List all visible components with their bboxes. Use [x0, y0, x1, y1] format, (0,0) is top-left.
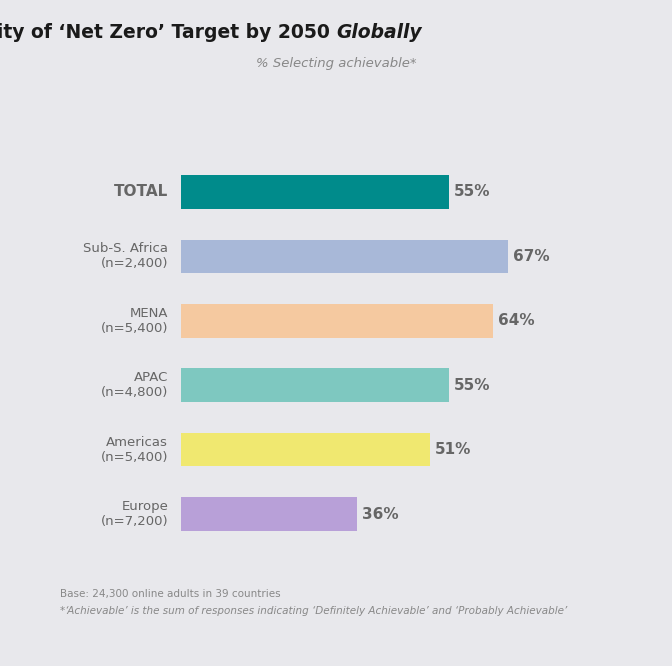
Text: 55%: 55%: [454, 184, 491, 199]
Text: Perceived Achievability of ‘Net Zero’ Target by 2050: Perceived Achievability of ‘Net Zero’ Ta…: [0, 23, 336, 43]
Text: 51%: 51%: [435, 442, 471, 457]
Bar: [181, 175, 450, 208]
Text: Globally: Globally: [336, 23, 421, 43]
Bar: [181, 498, 357, 531]
Bar: [181, 240, 508, 273]
Bar: [181, 368, 450, 402]
Text: Base: 24,300 online adults in 39 countries: Base: 24,300 online adults in 39 countri…: [60, 589, 281, 599]
Text: 55%: 55%: [454, 378, 491, 393]
Bar: [181, 304, 493, 338]
Text: 67%: 67%: [513, 249, 550, 264]
Text: % Selecting achievable*: % Selecting achievable*: [256, 57, 416, 70]
Bar: [181, 433, 430, 466]
Text: 64%: 64%: [498, 313, 535, 328]
Text: *‘Achievable’ is the sum of responses indicating ‘Definitely Achievable’ and ‘Pr: *‘Achievable’ is the sum of responses in…: [60, 606, 568, 616]
Text: 36%: 36%: [362, 507, 398, 521]
